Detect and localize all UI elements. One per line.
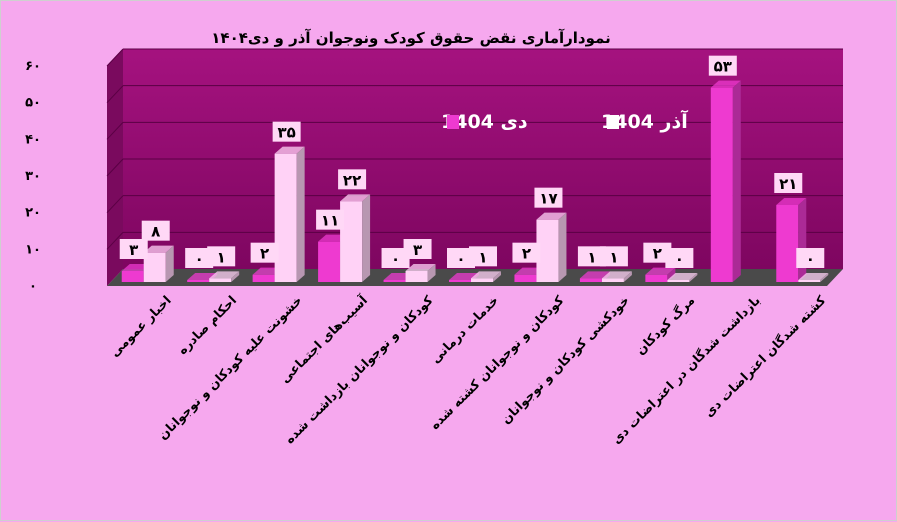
data-label: ۱: [577, 246, 606, 266]
data-label: ۲: [250, 242, 279, 263]
svg-text:۰: ۰: [806, 250, 815, 268]
x-tick-label: کشته شدگان اعتراضات دی: [701, 292, 829, 420]
gridline-side: [106, 158, 124, 177]
data-label: ۳: [119, 239, 148, 259]
bar-azar-0: [143, 245, 174, 282]
data-label: ۲: [643, 242, 672, 263]
gridline-side: [106, 231, 124, 250]
data-label: ۳: [403, 239, 432, 259]
data-label: ۲: [512, 242, 541, 263]
data-label: ۰: [185, 248, 214, 268]
data-label: ۵۳: [708, 55, 737, 76]
gridline-side: [106, 48, 124, 67]
svg-text:۵۳: ۵۳: [714, 58, 732, 76]
y-tick-label: ۰: [29, 279, 37, 294]
y-tick-label: ۶۰: [25, 59, 41, 74]
legend-item: دی 1404: [441, 111, 528, 133]
y-tick-label: ۳۰: [25, 169, 41, 184]
data-label: ۱: [599, 246, 628, 266]
svg-text:۳۵: ۳۵: [277, 124, 295, 142]
bar-azar-3: [340, 194, 371, 282]
bar-dey-9: [710, 80, 741, 283]
gridline-side: [106, 85, 124, 104]
chart-title: نمودارآماری نقض حقوق کودک ونوجوان آذر و …: [211, 29, 610, 47]
data-label: ۱۱: [316, 209, 345, 230]
x-tick-label: خودکشی کودکان و نوجوانان: [498, 293, 632, 427]
data-label: ۰: [796, 248, 825, 268]
svg-text:۰: ۰: [456, 250, 465, 268]
svg-text:۳: ۳: [129, 241, 138, 259]
bar-azar-4: [405, 264, 436, 282]
y-tick-label: ۱۰: [25, 242, 41, 257]
svg-text:۰: ۰: [675, 250, 684, 268]
data-label: ۲۱: [774, 173, 803, 193]
x-tick-label: احکام صادره: [175, 293, 240, 358]
data-label: ۱: [469, 246, 497, 266]
data-label: ۲۲: [338, 169, 367, 190]
x-tick-label: کودکان و نوجوانان بازداشت شده: [282, 292, 436, 446]
svg-text:۲: ۲: [522, 245, 531, 263]
bar-azar-5: [471, 271, 501, 282]
bar-azar-1: [209, 271, 240, 282]
bar-azar-8: [667, 273, 698, 282]
gridline-side: [106, 121, 124, 140]
svg-text:دی 1404: دی 1404: [441, 111, 528, 133]
svg-text:۲: ۲: [653, 245, 662, 263]
data-label: ۳۵: [272, 121, 301, 142]
bar-azar-10: [798, 273, 829, 282]
svg-text:۸: ۸: [151, 223, 160, 241]
y-tick-label: ۴۰: [25, 132, 41, 147]
data-label: ۱۷: [534, 187, 563, 208]
gridline-side: [106, 195, 124, 214]
svg-text:۱: ۱: [609, 248, 618, 266]
y-tick-label: ۲۰: [25, 206, 41, 221]
x-tick-label: مرگ کودکان: [632, 292, 698, 358]
svg-text:۲: ۲: [260, 245, 269, 263]
x-tick-label: اخبار عمومی: [107, 293, 174, 360]
y-tick-label: ۵۰: [25, 96, 41, 111]
svg-text:۰: ۰: [195, 250, 204, 268]
data-label: ۰: [665, 248, 694, 268]
bar-azar-6: [536, 212, 567, 282]
svg-text:۱: ۱: [587, 248, 596, 266]
svg-text:۱: ۱: [478, 248, 487, 266]
svg-text:۲۲: ۲۲: [343, 171, 361, 189]
bar-dey-10: [776, 198, 807, 282]
x-tick-label: کودکان و نوجوانان کشته شده: [427, 292, 567, 432]
data-label: ۰: [381, 248, 410, 268]
data-label: ۸: [141, 220, 170, 241]
legend-item: آذر 1404: [601, 109, 688, 133]
svg-text:۳: ۳: [413, 241, 422, 259]
svg-text:۰: ۰: [391, 250, 400, 268]
svg-text:۱: ۱: [217, 248, 226, 266]
svg-text:۱۷: ۱۷: [539, 190, 557, 208]
svg-text:۱۱: ۱۱: [321, 212, 339, 230]
x-tick-label: خشونت علیه کودکان و نوجوانان: [155, 293, 305, 443]
bar-azar-2: [274, 146, 305, 282]
data-label: ۱: [207, 246, 236, 266]
bar-azar-7: [601, 271, 632, 282]
data-label: ۰: [447, 248, 475, 268]
svg-text:۲۱: ۲۱: [779, 175, 797, 193]
x-tick-label: خدمات درمانی: [428, 293, 502, 367]
